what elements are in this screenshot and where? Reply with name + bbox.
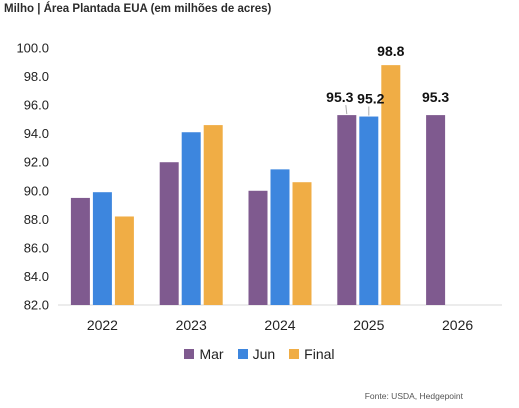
bar-final-2024 [292,182,312,305]
bar-jun-2025 [359,116,379,306]
y-tick-label: 90.0 [24,183,49,198]
data-label: 95.3 [326,89,353,105]
legend-swatch [184,349,195,359]
chart-title: Milho | Área Plantada EUA (em milhões de… [4,3,272,15]
y-tick-label: 86.0 [24,240,49,255]
x-tick-label: 2026 [442,317,473,333]
bar-mar-2024 [248,190,268,305]
y-tick-label: 100.0 [16,41,49,56]
y-tick-label: 88.0 [24,212,49,227]
legend-label: Mar [199,346,224,362]
y-tick-label: 94.0 [24,126,49,141]
x-tick-label: 2025 [353,317,384,333]
data-label: 95.2 [357,91,384,107]
data-label: 95.3 [422,89,449,105]
y-tick-label: 98.0 [24,69,49,84]
x-tick-label: 2023 [176,317,207,333]
bar-final-2025 [381,65,401,305]
legend-label: Final [304,346,335,362]
legend: Mar Jun Final [0,346,519,362]
bar-mar-2022 [70,197,90,305]
y-tick-label: 96.0 [24,98,49,113]
legend-item-jun: Jun [237,346,276,362]
legend-swatch [289,349,300,359]
legend-swatch [237,349,248,359]
x-tick-label: 2022 [87,317,118,333]
bar-jun-2022 [92,192,112,305]
bar-mar-2023 [159,162,179,305]
y-tick-label: 82.0 [24,298,49,313]
legend-item-final: Final [289,346,335,362]
legend-label: Jun [252,346,276,362]
y-tick-label: 92.0 [24,155,49,170]
x-tick-label: 2024 [264,317,295,333]
bar-jun-2024 [270,169,290,305]
data-label: 98.8 [377,43,404,59]
bar-final-2023 [203,125,223,305]
bar-mar-2025 [337,115,357,305]
y-tick-label: 84.0 [24,269,49,284]
data-label-leader [345,105,348,115]
bar-final-2022 [114,216,134,305]
legend-item-mar: Mar [184,346,224,362]
bar-mar-2026 [426,115,446,305]
source-note: Fonte: USDA, Hedgepoint [364,391,463,401]
bar-jun-2023 [181,132,201,305]
